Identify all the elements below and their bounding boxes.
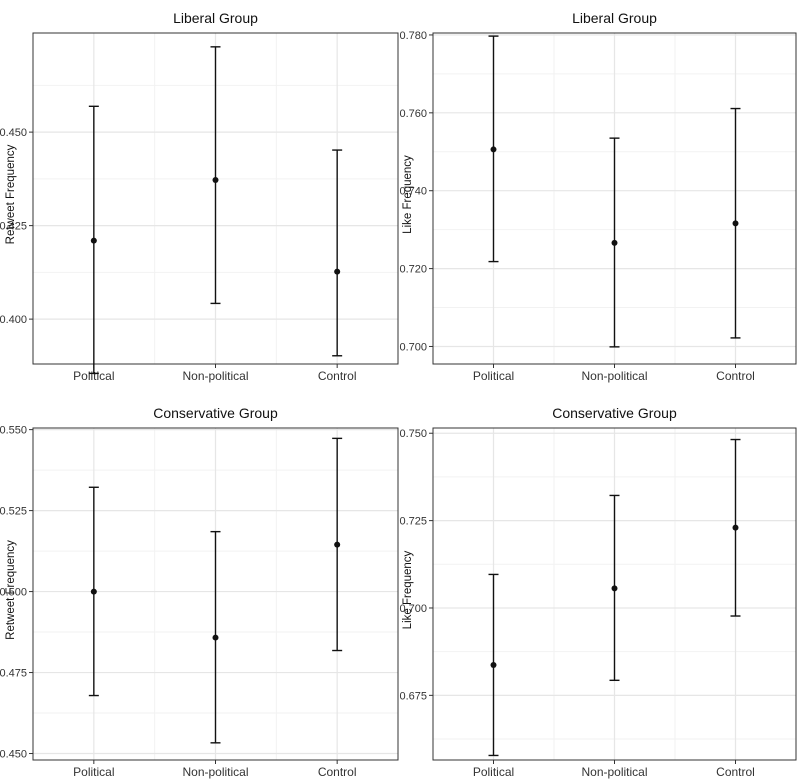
mean-point xyxy=(611,239,618,246)
y-axis-label: Retweet Frequency xyxy=(5,540,17,640)
mean-point xyxy=(212,634,219,641)
y-tick-label: 0.750 xyxy=(399,428,427,440)
mean-point xyxy=(732,220,739,227)
y-tick-label: 0.780 xyxy=(399,30,427,42)
x-tick-label: Non-political xyxy=(581,765,647,779)
y-axis-label: Like Frequency xyxy=(402,155,414,234)
mean-point xyxy=(90,588,97,595)
y-tick-label: 0.700 xyxy=(399,341,427,353)
chart-panel-1: 0.400 0.425 0.450 Political Non-political Con… xyxy=(0,10,399,383)
y-tick-label: 0.675 xyxy=(399,690,427,702)
mean-point xyxy=(490,661,497,668)
panel-border xyxy=(32,427,399,761)
y-tick-label: 0.550 xyxy=(0,425,27,437)
mean-point xyxy=(611,585,618,592)
y-tick-label: 0.500 xyxy=(0,587,27,599)
y-tick-label: 0.400 xyxy=(0,314,27,326)
mean-point xyxy=(732,524,739,531)
chart-panel-3: 0.450 0.475 0.500 0.525 0.550 Political Non-po… xyxy=(0,405,399,779)
x-tick-label: Control xyxy=(716,765,755,779)
y-axis-label: Like Frequency xyxy=(402,550,414,629)
y-tick-label: 0.725 xyxy=(399,516,427,528)
x-tick-label: Control xyxy=(318,765,357,779)
chart-title: Conservative Group xyxy=(153,405,278,421)
x-tick-label: Non-political xyxy=(182,765,248,779)
mean-point xyxy=(334,541,341,548)
panel-border xyxy=(32,32,399,365)
y-axis-label: Retweet Frequency xyxy=(5,144,17,244)
y-tick-label: 0.450 xyxy=(0,127,27,139)
chart-title: Liberal Group xyxy=(572,10,657,26)
x-tick-label: Non-political xyxy=(182,369,248,383)
chart-panel-4: 0.675 0.700 0.725 0.750 Political Non-politic… xyxy=(399,405,797,779)
x-tick-label: Political xyxy=(73,765,114,779)
x-tick-label: Political xyxy=(73,369,114,383)
mean-point xyxy=(334,268,341,275)
y-tick-label: 0.475 xyxy=(0,668,27,680)
x-tick-label: Control xyxy=(716,369,755,383)
mean-point xyxy=(490,146,497,153)
x-tick-label: Non-political xyxy=(581,369,647,383)
y-tick-label: 0.760 xyxy=(399,108,427,120)
chart-panel-2: 0.700 0.720 0.740 0.760 0.780 Political Non-po… xyxy=(399,10,797,383)
mean-point xyxy=(90,237,97,244)
x-tick-label: Political xyxy=(473,369,514,383)
y-tick-label: 0.720 xyxy=(399,264,427,276)
y-tick-label: 0.425 xyxy=(0,221,27,233)
mean-point xyxy=(212,176,219,183)
y-tick-label: 0.700 xyxy=(399,603,427,615)
y-tick-label: 0.740 xyxy=(399,186,427,198)
y-tick-label: 0.525 xyxy=(0,506,27,518)
x-tick-label: Political xyxy=(473,765,514,779)
x-tick-label: Control xyxy=(318,369,357,383)
panel-border xyxy=(432,32,797,365)
chart-title: Conservative Group xyxy=(552,405,677,421)
chart-title: Liberal Group xyxy=(173,10,258,26)
panel-border xyxy=(432,427,797,761)
y-tick-label: 0.450 xyxy=(0,749,27,761)
